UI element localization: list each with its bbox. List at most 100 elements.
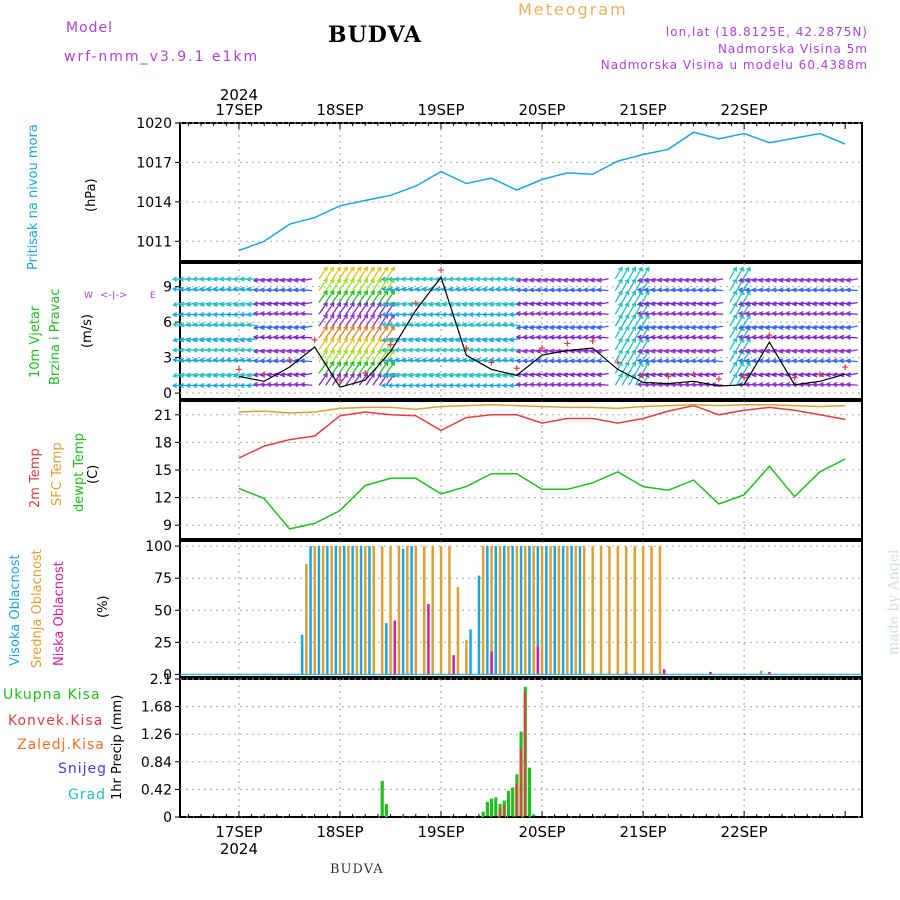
wind-arrowhead bbox=[583, 324, 589, 331]
wind-arrowhead bbox=[617, 372, 623, 379]
wind-arrowhead bbox=[778, 334, 784, 340]
cloud-bar bbox=[608, 546, 611, 675]
wind-arrow bbox=[331, 361, 341, 374]
wind-arrow bbox=[325, 290, 335, 303]
wind-arrow bbox=[742, 338, 751, 351]
wind-arrowhead bbox=[589, 301, 595, 307]
wind-arrowhead bbox=[502, 322, 508, 328]
wind-arrowhead bbox=[737, 301, 744, 307]
wind-arrowhead bbox=[400, 276, 407, 282]
wind-arrowhead bbox=[515, 334, 521, 340]
wind-arrowhead bbox=[468, 301, 474, 307]
wind-arrow bbox=[338, 290, 348, 303]
wind-arrow bbox=[385, 278, 395, 292]
wind-arrowhead bbox=[488, 311, 494, 318]
wind-arrow bbox=[846, 312, 858, 315]
wind-arrowhead bbox=[329, 289, 335, 296]
wind-arrowhead bbox=[172, 301, 178, 307]
wind-arrowhead bbox=[414, 372, 421, 378]
wind-arrow bbox=[621, 373, 630, 386]
wind-arrowhead bbox=[631, 325, 636, 331]
wind-arrowhead bbox=[252, 334, 258, 340]
wind-arrowhead bbox=[293, 277, 299, 283]
wind-arrowhead bbox=[219, 372, 225, 378]
wind-arrow bbox=[379, 266, 389, 280]
wind-arrowhead bbox=[488, 301, 495, 307]
wind-arrowhead bbox=[380, 322, 387, 328]
wind-arrowhead bbox=[515, 358, 521, 364]
wind-arrowhead bbox=[576, 301, 582, 307]
wind-arrowhead bbox=[576, 334, 582, 340]
wind-arrowhead bbox=[481, 382, 487, 389]
wind-arrowhead bbox=[185, 311, 191, 318]
legend-convective-rain: Konvek.Kisa bbox=[8, 713, 104, 729]
wind-arrowhead bbox=[356, 313, 362, 319]
wind-arrowhead bbox=[407, 276, 413, 282]
wind-arrowhead bbox=[758, 287, 764, 293]
wind-arrowhead bbox=[758, 381, 764, 388]
wind-arrowhead bbox=[448, 357, 454, 363]
wind-arrow bbox=[597, 325, 609, 329]
precip-bar bbox=[481, 811, 485, 817]
wind-arrowhead bbox=[555, 381, 562, 388]
wind-arrowhead bbox=[376, 349, 382, 355]
wind-arrowhead bbox=[387, 322, 393, 328]
wind-arrowhead bbox=[273, 311, 279, 317]
wind-arrowhead bbox=[475, 276, 481, 282]
wind-arrowhead bbox=[650, 301, 656, 307]
wind-arrowhead bbox=[279, 372, 286, 378]
panel-frame-4 bbox=[179, 540, 863, 678]
wind-arrowhead bbox=[329, 337, 335, 343]
wind-arrowhead bbox=[199, 301, 205, 307]
wind-arrowhead bbox=[508, 322, 515, 328]
wind-arrow bbox=[628, 326, 636, 339]
wind-arrowhead bbox=[528, 311, 535, 317]
year-label-bottom: 2024 bbox=[220, 840, 258, 858]
y-tick-label: 0 bbox=[163, 667, 172, 683]
wind-arrowhead bbox=[239, 347, 245, 353]
wind-arrowhead bbox=[286, 324, 292, 331]
wind-arrowhead bbox=[677, 311, 683, 317]
wind-arrowhead bbox=[737, 358, 743, 364]
wind-arrow bbox=[846, 336, 858, 339]
wind-arrow bbox=[735, 290, 744, 303]
wind-arrowhead bbox=[562, 324, 569, 331]
wind-arrowhead bbox=[704, 348, 710, 354]
wind-arrowhead bbox=[832, 301, 838, 307]
wind-arrowhead bbox=[596, 334, 602, 340]
pressure-line bbox=[238, 131, 846, 252]
wind-arrowhead bbox=[663, 334, 669, 340]
wind-arrow bbox=[301, 336, 313, 339]
wind-arrowhead bbox=[336, 289, 342, 296]
wind-arrows bbox=[171, 266, 858, 389]
wind-arrowhead bbox=[617, 325, 623, 331]
wind-arrowhead bbox=[266, 301, 272, 307]
wind-gust-mark bbox=[766, 332, 773, 339]
wind-arrowhead bbox=[356, 349, 362, 355]
wind-arrowhead bbox=[376, 325, 382, 331]
cloud-bar bbox=[633, 546, 636, 675]
wind-gust-mark bbox=[614, 359, 621, 366]
wind-arrowhead bbox=[252, 277, 259, 283]
cloud-bar bbox=[494, 546, 497, 675]
wind-arrowhead bbox=[239, 301, 245, 307]
wind-arrow bbox=[365, 302, 375, 315]
precip-bar bbox=[532, 814, 536, 817]
wind-arrowhead bbox=[631, 266, 636, 272]
wind-arrow bbox=[325, 278, 335, 292]
wind-arrowhead bbox=[811, 358, 817, 364]
wind-arrowhead bbox=[246, 347, 252, 353]
wind-arrowhead bbox=[481, 347, 487, 353]
wind-arrowhead bbox=[624, 290, 630, 296]
cloud-bar bbox=[545, 546, 548, 675]
wind-arrowhead bbox=[259, 301, 265, 307]
wind-arrowhead bbox=[785, 277, 791, 283]
wind-arrow bbox=[614, 326, 623, 339]
wind-arrowhead bbox=[576, 348, 582, 354]
wind-arrow bbox=[358, 314, 368, 327]
wind-arrowhead bbox=[624, 372, 630, 379]
wind-speed-line bbox=[238, 275, 846, 388]
wind-arrow bbox=[331, 314, 341, 327]
wind-arrowhead bbox=[488, 322, 494, 328]
compass-e: E bbox=[150, 291, 156, 301]
